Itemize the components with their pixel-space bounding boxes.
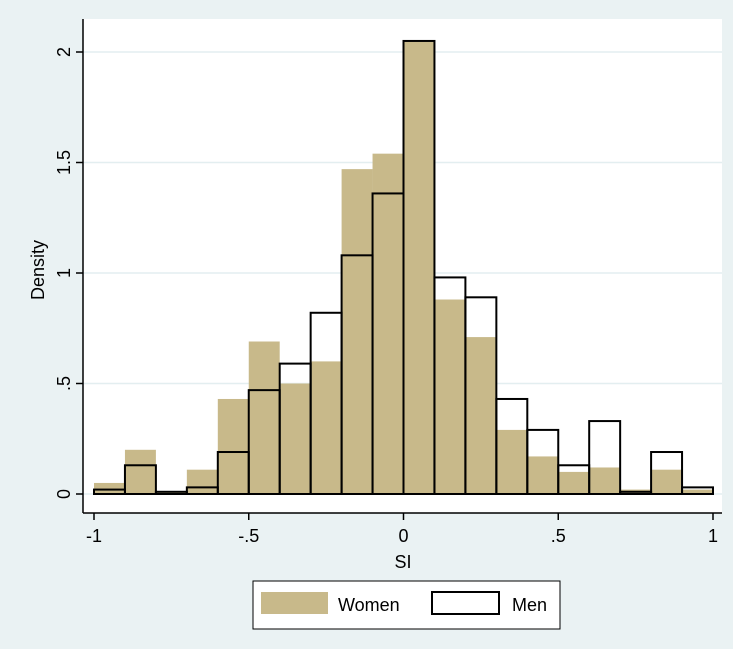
- legend-swatch-women: [261, 592, 328, 614]
- men-bar-19: [681, 486, 714, 495]
- women-bar-18: [651, 469, 683, 494]
- women-bar-12: [465, 337, 497, 494]
- women-bar-7: [310, 361, 342, 494]
- x-tick-label-0: -1: [86, 526, 102, 546]
- x-tick-label-1: -.5: [238, 526, 259, 546]
- x-axis-title: SI: [394, 552, 411, 572]
- women-bar-10: [403, 40, 435, 494]
- women-bar-8: [341, 169, 373, 494]
- ticks: -1 -.5 0 .5 1 0 .5 1 1.5 2: [54, 47, 718, 546]
- women-bar-1: [124, 449, 156, 494]
- women-bar-13: [496, 429, 528, 494]
- women-bar-14: [527, 456, 559, 494]
- men-bars: [93, 39, 714, 496]
- y-tick-label-3: 1.5: [54, 150, 74, 175]
- legend-label-women: Women: [338, 595, 400, 615]
- x-tick-label-2: 0: [398, 526, 408, 546]
- axes: [82, 19, 722, 514]
- women-bar-3: [186, 469, 218, 494]
- y-tick-label-4: 2: [54, 47, 74, 57]
- women-bar-6: [279, 383, 311, 494]
- men-bar-10: [402, 39, 436, 495]
- women-bar-19: [682, 489, 713, 494]
- x-tick-label-4: 1: [708, 526, 718, 546]
- legend-label-men: Men: [512, 595, 547, 615]
- men-bar-18: [650, 451, 684, 496]
- men-bar-12: [464, 296, 498, 495]
- women-bar-15: [558, 471, 590, 494]
- legend: Women Men: [252, 580, 561, 630]
- women-bar-9: [372, 153, 404, 494]
- legend-swatch-men: [431, 591, 500, 615]
- x-tick-label-3: .5: [551, 526, 566, 546]
- y-tick-label-0: 0: [54, 489, 74, 499]
- men-bar-1: [123, 464, 157, 495]
- y-axis-title: Density: [28, 240, 48, 300]
- women-bar-2: [155, 491, 187, 494]
- women-bar-11: [434, 299, 466, 494]
- women-bar-0: [94, 482, 125, 494]
- women-bar-16: [589, 467, 621, 494]
- women-bar-5: [248, 341, 280, 494]
- y-tick-label-2: 1: [54, 268, 74, 278]
- y-tick-label-1: .5: [54, 376, 74, 391]
- men-bar-14: [526, 428, 560, 495]
- men-bar-16: [588, 420, 622, 496]
- women-bars: [94, 40, 713, 494]
- women-bar-4: [217, 398, 249, 494]
